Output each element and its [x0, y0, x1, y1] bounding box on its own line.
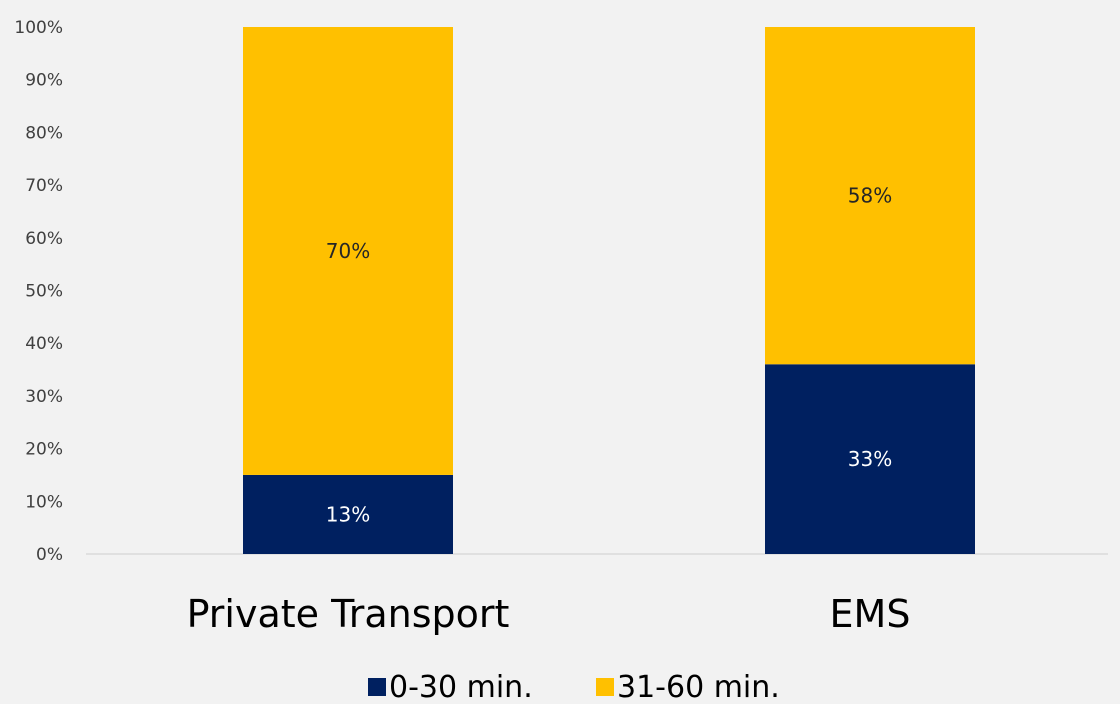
data-label: 58% — [848, 184, 892, 208]
data-label: 13% — [326, 502, 370, 526]
y-tick-label: 50% — [25, 282, 63, 302]
y-tick-label: 30% — [25, 387, 63, 407]
y-tick-label: 40% — [25, 334, 63, 354]
y-tick-label: 20% — [25, 440, 63, 460]
bar-segment — [765, 27, 975, 365]
y-axis: 0% 10% 20% 30% 40% 50% 60% 70% 80% 90% 100% — [14, 18, 63, 565]
y-tick-label: 0% — [36, 545, 63, 565]
legend-label: 31-60 min. — [617, 670, 780, 704]
bar-segment — [765, 364, 975, 554]
bars: 13% 70% 33% 58% — [243, 27, 975, 554]
y-tick-label: 100% — [14, 18, 63, 38]
x-axis: Private Transport EMS — [187, 592, 911, 636]
legend: 0-30 min. 31-60 min. — [368, 670, 780, 704]
y-tick-label: 90% — [25, 71, 63, 91]
x-category-label: Private Transport — [187, 592, 510, 636]
x-category-label: EMS — [830, 592, 911, 636]
data-label: 33% — [848, 447, 892, 471]
y-tick-label: 10% — [25, 492, 63, 512]
y-tick-label: 80% — [25, 123, 63, 143]
data-label: 70% — [326, 239, 370, 263]
y-tick-label: 60% — [25, 229, 63, 249]
bar-segment — [243, 474, 453, 554]
legend-swatch — [368, 678, 386, 696]
legend-swatch — [596, 678, 614, 696]
y-tick-label: 70% — [25, 176, 63, 196]
legend-label: 0-30 min. — [389, 670, 533, 704]
bar-segment — [243, 27, 453, 475]
